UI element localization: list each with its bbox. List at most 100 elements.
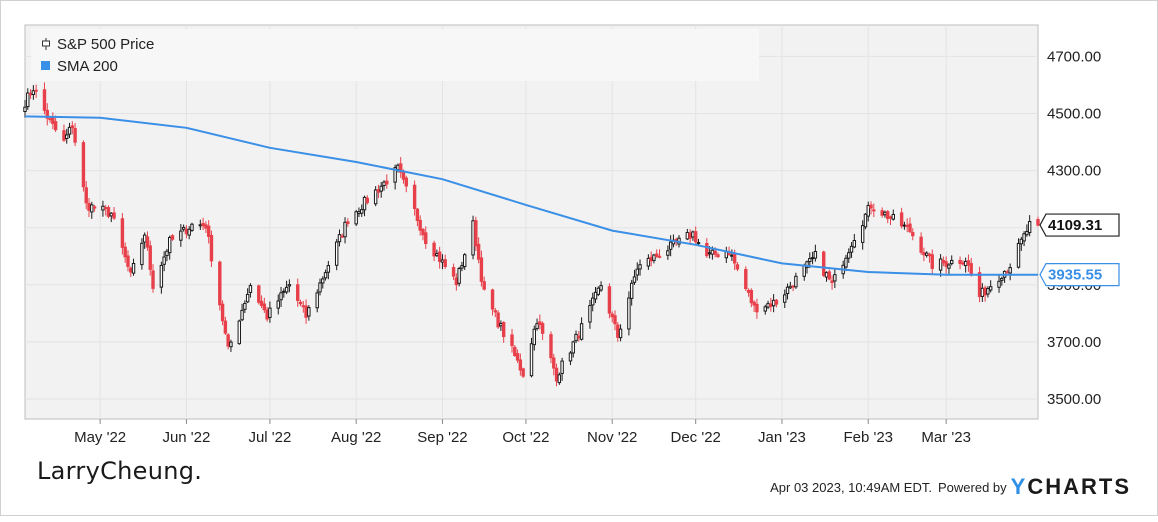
candle bbox=[170, 234, 175, 241]
candle bbox=[298, 299, 303, 307]
candle bbox=[360, 204, 364, 217]
candle bbox=[490, 288, 495, 316]
candle bbox=[908, 217, 912, 234]
candle bbox=[73, 123, 77, 147]
candle bbox=[515, 349, 520, 363]
candle bbox=[229, 339, 233, 352]
candle bbox=[432, 240, 436, 262]
candle bbox=[354, 209, 358, 227]
candle bbox=[716, 252, 720, 258]
x-tick-label: Feb '23 bbox=[843, 429, 893, 446]
candle bbox=[140, 238, 144, 270]
candle bbox=[262, 297, 267, 313]
sma-200-line bbox=[24, 115, 1039, 276]
sma-swatch-icon bbox=[41, 61, 50, 70]
legend-sma-label: SMA 200 bbox=[57, 58, 118, 75]
candle bbox=[1000, 276, 1004, 286]
candle bbox=[805, 260, 809, 274]
candle bbox=[248, 283, 253, 298]
candle bbox=[165, 248, 169, 262]
candle bbox=[23, 100, 27, 118]
candle bbox=[1025, 224, 1029, 237]
candle bbox=[190, 222, 194, 232]
candle bbox=[568, 351, 573, 366]
candle bbox=[535, 318, 539, 331]
candle bbox=[168, 235, 172, 260]
candle bbox=[596, 286, 600, 297]
candle bbox=[652, 253, 656, 264]
candle bbox=[151, 264, 155, 293]
x-tick-label: Jun '22 bbox=[162, 429, 210, 446]
candle bbox=[749, 288, 754, 308]
candle bbox=[930, 249, 934, 275]
candle bbox=[226, 333, 230, 350]
candle bbox=[696, 238, 701, 245]
candle bbox=[632, 269, 637, 285]
candle bbox=[120, 213, 125, 255]
powered-by-label: Powered by bbox=[937, 479, 1007, 495]
candle bbox=[315, 289, 319, 313]
candle bbox=[106, 205, 111, 219]
candle bbox=[997, 274, 1001, 293]
candle bbox=[872, 203, 876, 218]
candle bbox=[852, 234, 857, 249]
candle bbox=[666, 245, 670, 260]
candle bbox=[476, 237, 481, 264]
candle bbox=[518, 353, 523, 376]
ycharts-logo[interactable]: Y CHARTS bbox=[1011, 474, 1131, 500]
candle bbox=[187, 226, 191, 240]
candle bbox=[571, 340, 575, 358]
candle bbox=[296, 278, 300, 307]
x-tick-label: Jan '23 bbox=[758, 429, 806, 446]
candle bbox=[613, 310, 617, 331]
candle bbox=[501, 321, 506, 343]
candle bbox=[457, 266, 461, 287]
candle bbox=[496, 310, 500, 329]
candle bbox=[404, 175, 408, 193]
candle bbox=[373, 186, 378, 207]
candle bbox=[365, 195, 370, 205]
candle bbox=[944, 256, 948, 274]
candle bbox=[131, 258, 136, 276]
candle bbox=[259, 295, 264, 309]
x-tick-label: Oct '22 bbox=[502, 429, 549, 446]
candle bbox=[220, 300, 225, 326]
candle bbox=[510, 328, 514, 353]
candle bbox=[813, 244, 818, 262]
candle bbox=[655, 249, 659, 258]
x-tick-label: Sep '22 bbox=[417, 429, 467, 446]
candle bbox=[474, 216, 478, 251]
last-price-label: 4109.31 bbox=[1048, 217, 1102, 234]
candle bbox=[860, 220, 865, 250]
candle bbox=[307, 305, 311, 321]
candle bbox=[627, 291, 631, 336]
candle bbox=[513, 345, 517, 357]
candle bbox=[268, 301, 272, 323]
last-price-flag: 4109.31 bbox=[1039, 213, 1120, 237]
candle bbox=[607, 283, 612, 319]
candle bbox=[629, 279, 634, 306]
x-tick-label: May '22 bbox=[74, 429, 126, 446]
candle bbox=[593, 286, 598, 304]
x-tick-label: Dec '22 bbox=[670, 429, 720, 446]
candle bbox=[287, 279, 292, 293]
candle bbox=[579, 317, 584, 341]
x-axis-ticks: May '22 Jun '22 Jul '22 Aug '22 Sep '22 Oct '… bbox=[74, 419, 971, 446]
candle bbox=[1008, 263, 1012, 281]
candle bbox=[774, 299, 779, 308]
timestamp: Apr 03 2023, 10:49AM EDT. bbox=[770, 479, 932, 495]
candle bbox=[591, 292, 595, 312]
last-sma-flag: 3935.55 bbox=[1039, 263, 1120, 287]
candle bbox=[318, 278, 322, 296]
candle bbox=[45, 103, 49, 126]
candle bbox=[783, 289, 787, 309]
candle bbox=[744, 266, 748, 291]
candle bbox=[206, 220, 211, 244]
candle bbox=[243, 300, 247, 314]
candle bbox=[849, 242, 854, 258]
candle bbox=[863, 213, 868, 230]
candlestick-icon bbox=[42, 38, 50, 50]
candle bbox=[763, 304, 767, 315]
candle bbox=[284, 280, 289, 295]
legend: S&P 500 Price SMA 200 bbox=[31, 29, 759, 81]
